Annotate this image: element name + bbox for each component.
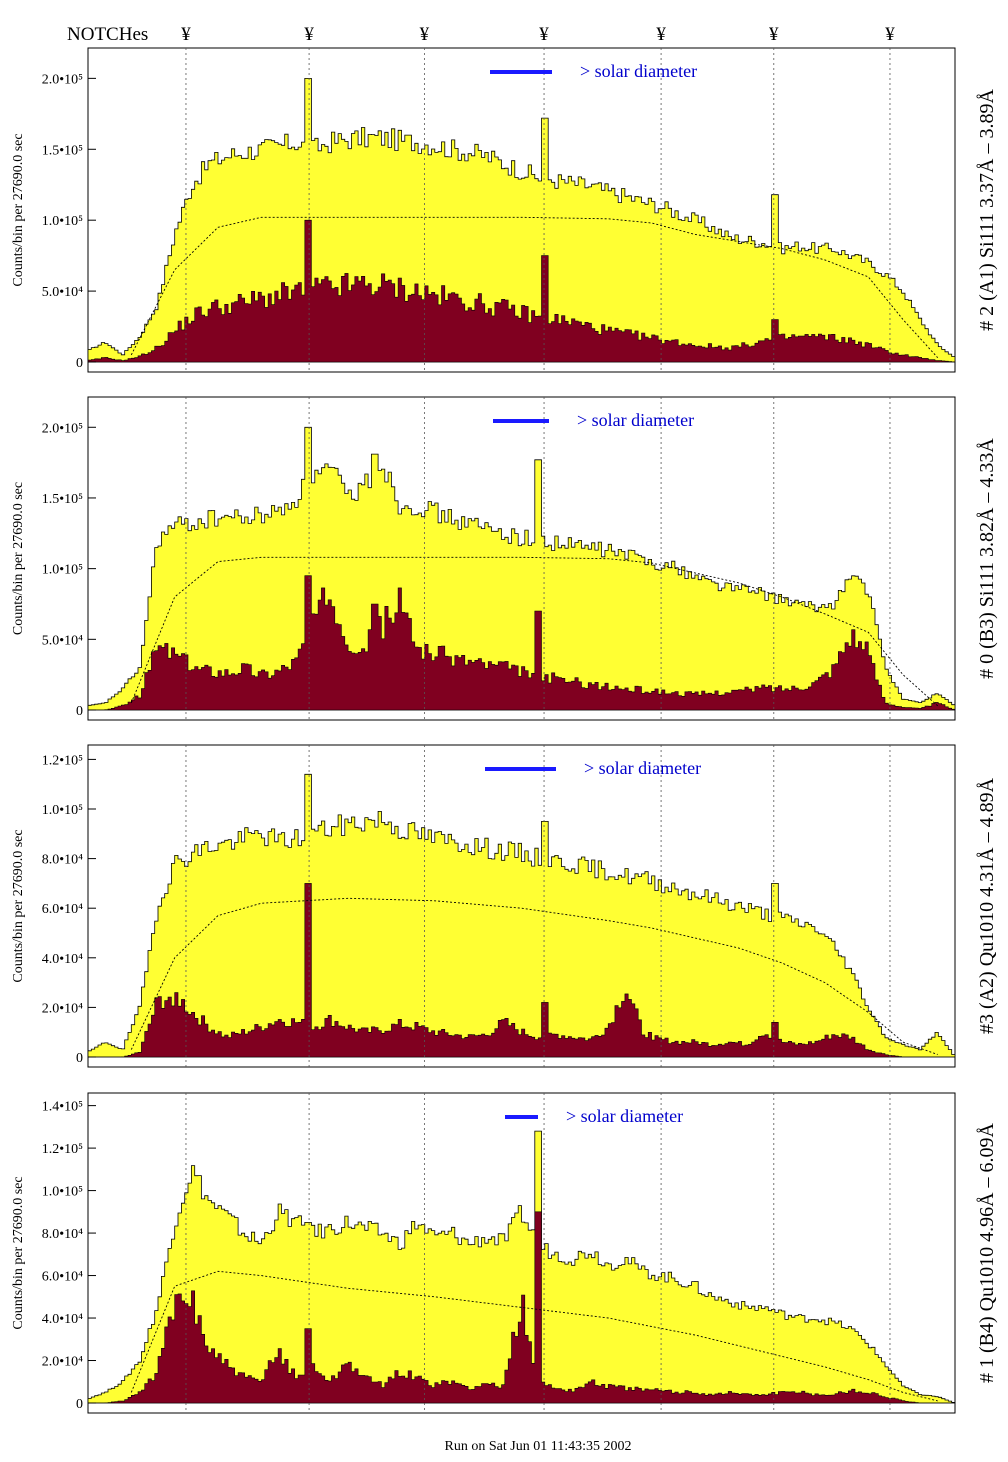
panel-label: # 2 (A1) Si111 3.37Å – 3.89Å — [976, 89, 998, 331]
y-tick-label: 0 — [76, 704, 83, 719]
y-tick-label: 5.0•10⁴ — [42, 285, 83, 300]
y-tick-label: 1.2•10⁵ — [42, 753, 83, 768]
panel-1: 0 5.0•10⁴ 1.0•10⁵ 1.5•10⁵ 2.0•10⁵ Counts/bin … — [11, 396, 998, 721]
y-tick-label: 0 — [76, 356, 83, 371]
y-tick-label: 6.0•10⁴ — [42, 1270, 83, 1285]
y-tick-label: 6.0•10⁴ — [42, 902, 83, 917]
solar-diameter-label: > solar diameter — [584, 758, 701, 778]
y-tick-label: 1.4•10⁵ — [42, 1100, 83, 1115]
notch-symbol: ¥ — [539, 24, 549, 45]
y-tick-label: 2.0•10⁵ — [42, 421, 83, 436]
notch-symbol: ¥ — [304, 24, 314, 45]
notch-symbol: ¥ — [885, 24, 895, 45]
solar-diameter-label: > solar diameter — [577, 410, 694, 430]
notch-symbols: ¥ ¥ ¥ ¥ ¥ ¥ ¥ — [181, 24, 895, 45]
model-curve — [130, 897, 938, 1055]
inner-counts-area — [88, 1211, 955, 1404]
inner-counts-area — [88, 883, 955, 1058]
notch-symbol: ¥ — [181, 24, 191, 45]
y-tick-label: 4.0•10⁴ — [42, 952, 83, 967]
y-tick-label: 2.0•10⁴ — [42, 1355, 83, 1370]
model-curve — [130, 216, 939, 359]
notch-symbol: ¥ — [769, 24, 779, 45]
spectral-panels: 0 5.0•10⁴ 1.0•10⁵ 1.5•10⁵ 2.0•10⁵ Counts/bin … — [11, 47, 998, 1414]
y-axis-label: Counts/bin per 27690.0 sec — [11, 1176, 26, 1329]
y-axis-label: Counts/bin per 27690.0 sec — [11, 133, 26, 286]
notch-symbol: ¥ — [656, 24, 666, 45]
run-footer: Run on Sat Jun 01 11:43:35 2002 — [445, 1439, 632, 1454]
panel-label: # 1 (B4) Qu1010 4.96Å – 6.09Å — [976, 1122, 998, 1383]
y-tick-label: 1.5•10⁵ — [42, 143, 83, 158]
y-tick-label: 1.0•10⁵ — [42, 563, 83, 578]
y-tick-label: 2.0•10⁵ — [42, 72, 83, 87]
y-tick-label: 1.2•10⁵ — [42, 1142, 83, 1157]
y-axis-label: Counts/bin per 27690.0 sec — [11, 482, 26, 635]
y-tick-label: 5.0•10⁴ — [42, 633, 83, 648]
inner-counts-area — [88, 575, 956, 711]
model-curve — [130, 556, 939, 707]
solar-diameter-label: > solar diameter — [580, 61, 697, 81]
y-tick-label: 0 — [76, 1397, 83, 1412]
y-tick-label: 4.0•10⁴ — [42, 1312, 83, 1327]
y-tick-label: 1.0•10⁵ — [42, 214, 83, 229]
solar-diameter-label: > solar diameter — [566, 1106, 683, 1126]
notches-label: NOTCHes — [67, 24, 148, 45]
y-tick-label: 8.0•10⁴ — [42, 1227, 83, 1242]
notch-symbol: ¥ — [420, 24, 430, 45]
y-tick-label: 8.0•10⁴ — [42, 853, 83, 868]
y-axis-label: Counts/bin per 27690.0 sec — [11, 829, 26, 982]
y-tick-label: 1.0•10⁵ — [42, 803, 83, 818]
y-tick-label: 2.0•10⁴ — [42, 1001, 83, 1016]
panel-0: 0 5.0•10⁴ 1.0•10⁵ 1.5•10⁵ 2.0•10⁵ Counts/bin … — [11, 47, 998, 373]
y-tick-label: 1.0•10⁵ — [42, 1185, 83, 1200]
y-tick-label: 1.5•10⁵ — [42, 492, 83, 507]
panel-3: 0 2.0•10⁴ 4.0•10⁴ 6.0•10⁴ 8.0•10⁴ 1.0•10⁵ 1.2•… — [11, 1092, 998, 1414]
panel-label: # 0 (B3) Si111 3.82Å – 4.33Å — [976, 438, 998, 679]
panel-label: #3 (A2) Qu1010 4.31Å – 4.89Å — [976, 777, 998, 1034]
inner-counts-area — [87, 219, 956, 363]
y-tick-label: 0 — [76, 1051, 83, 1066]
panel-2: 0 2.0•10⁴ 4.0•10⁴ 6.0•10⁴ 8.0•10⁴ 1.0•10⁵ 1.2•… — [11, 744, 998, 1068]
